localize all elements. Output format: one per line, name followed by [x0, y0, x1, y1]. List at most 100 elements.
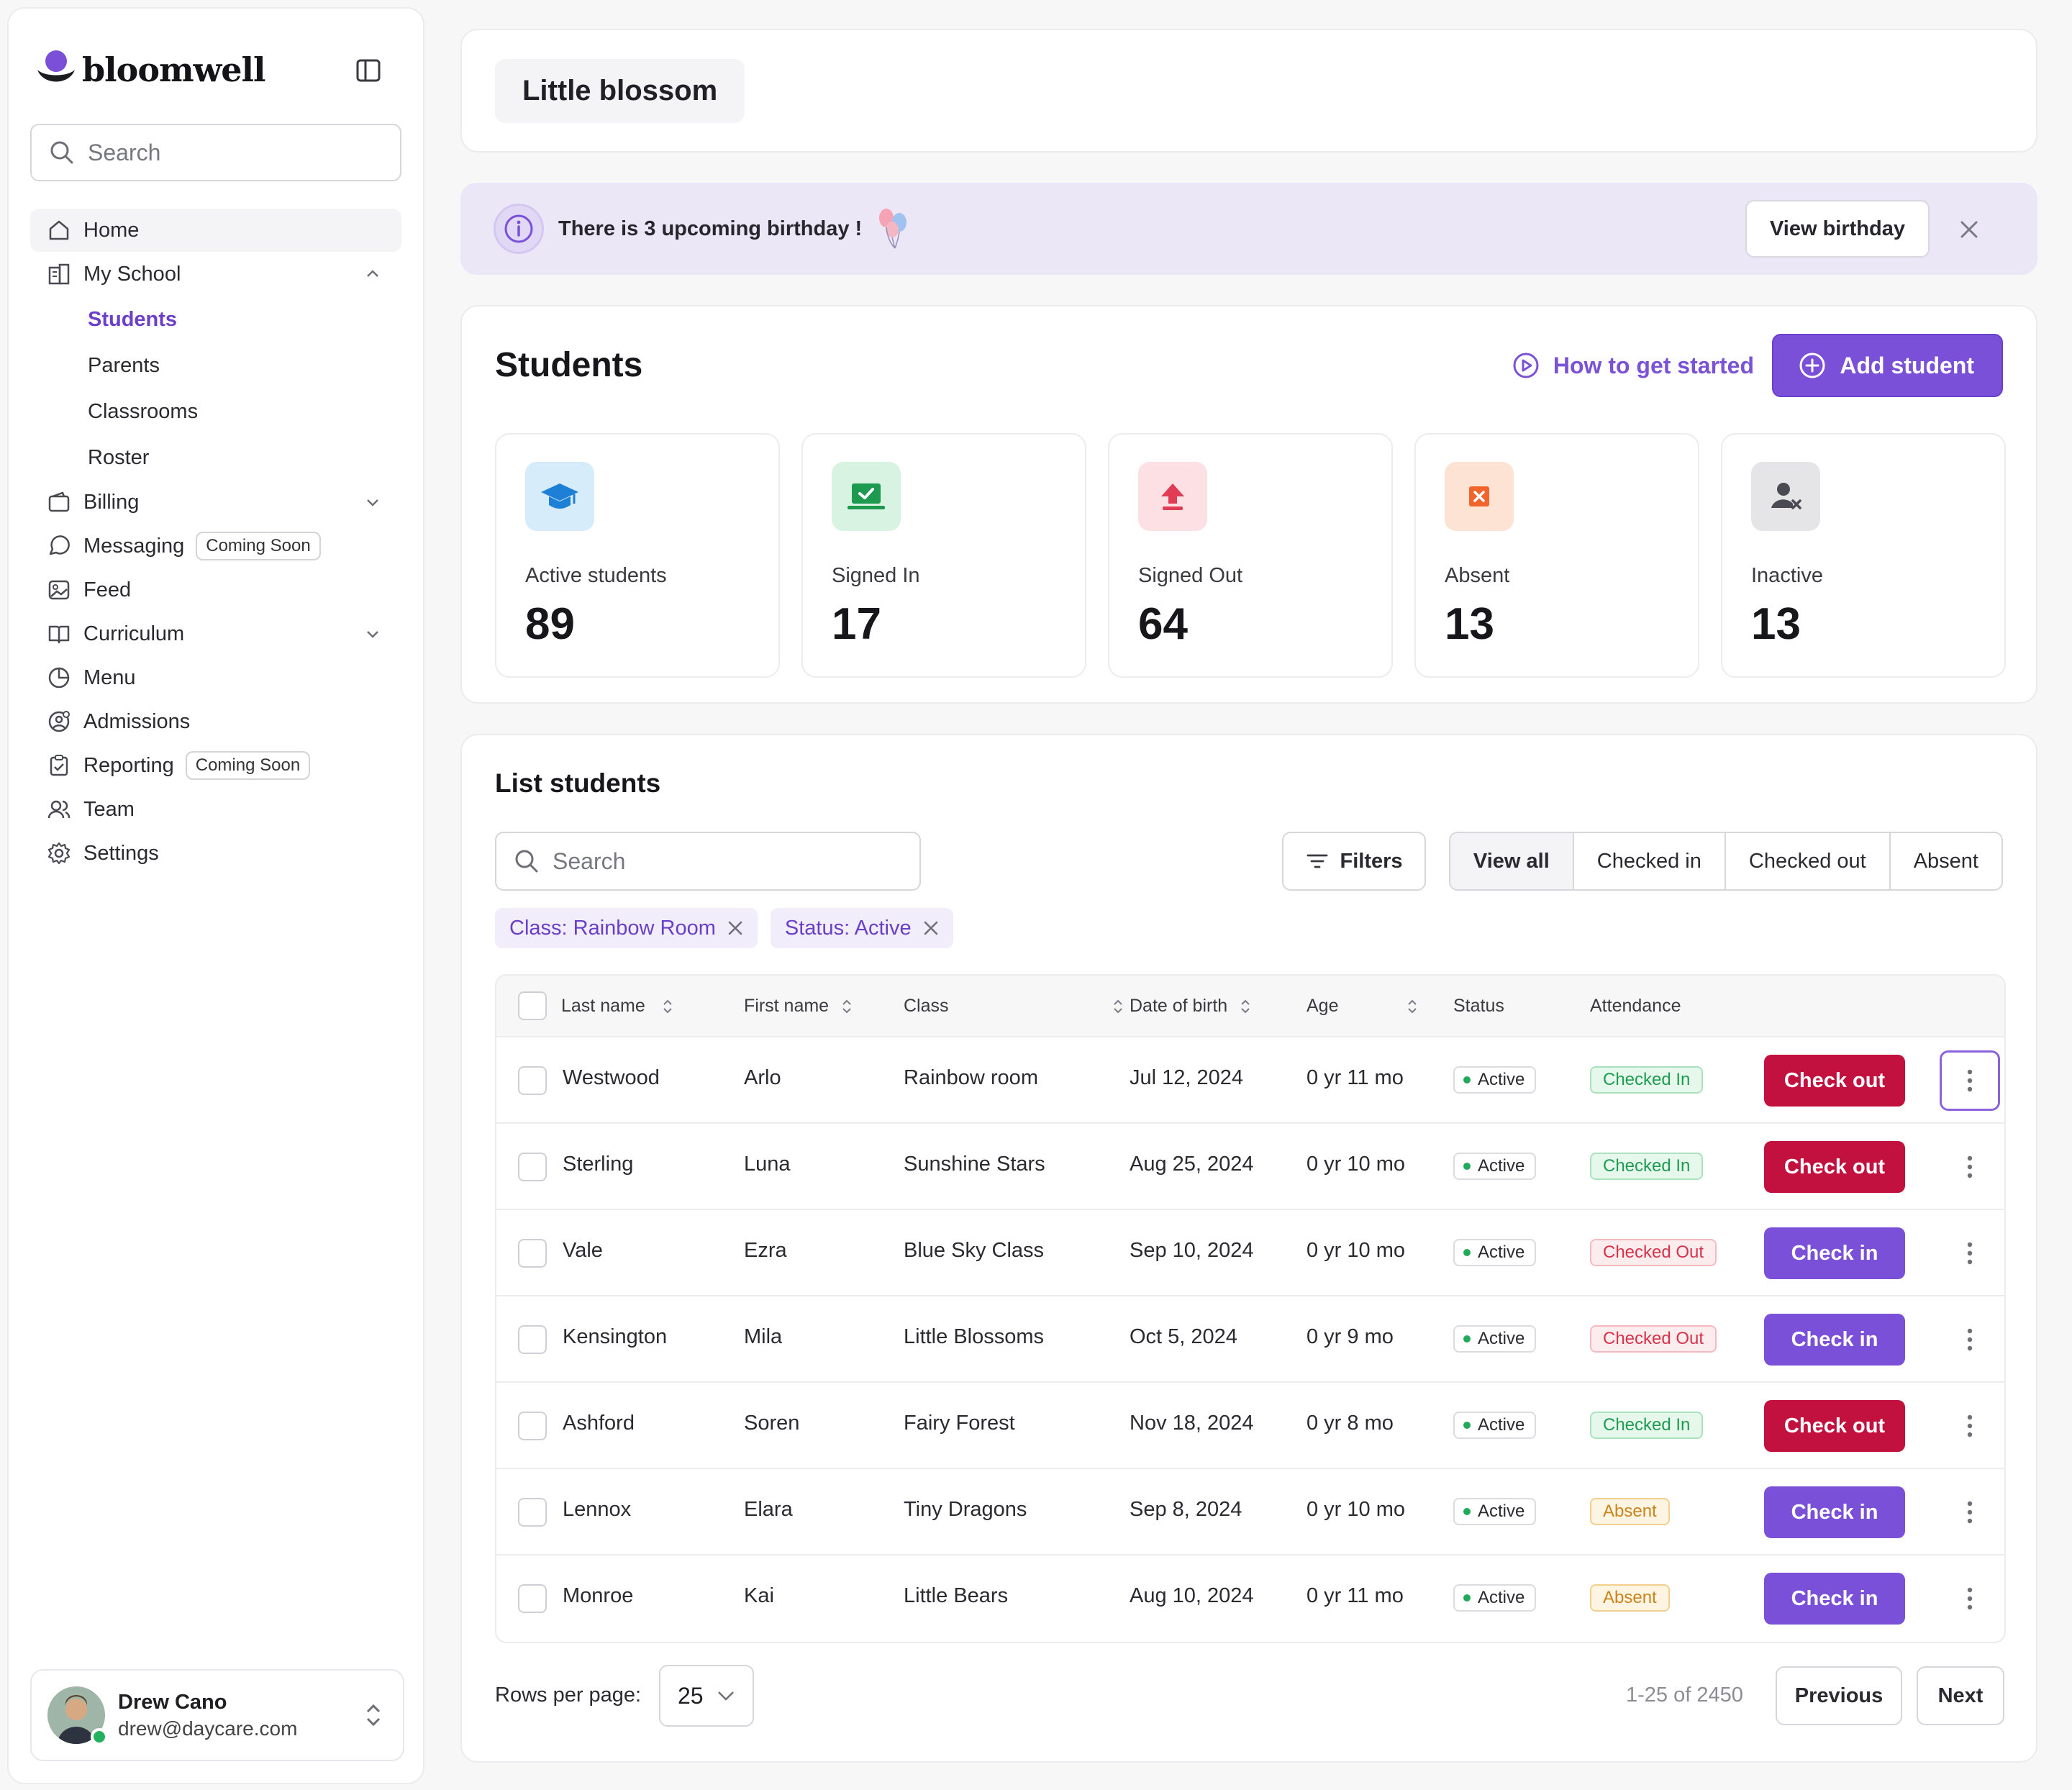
table-row: Vale Ezra Blue Sky Class Sep 10, 2024 0 yr 1…: [496, 1210, 2004, 1296]
sidebar-item-settings[interactable]: Settings: [30, 832, 401, 875]
sort-icon: [1241, 999, 1250, 1013]
filters-button[interactable]: Filters: [1282, 832, 1426, 891]
cell-first-name: Luna: [744, 1153, 791, 1176]
sidebar-item-menu[interactable]: Menu: [30, 656, 401, 699]
column-first-name[interactable]: First name: [744, 996, 853, 1017]
stat-inactive: Inactive 13: [1721, 433, 2006, 678]
sidebar-toggle-icon[interactable]: [354, 56, 383, 85]
row-actions-menu[interactable]: [1940, 1309, 2000, 1370]
sidebar-subitem-students[interactable]: Students: [88, 307, 178, 331]
active-dot: [1463, 1594, 1471, 1602]
page-count: 1-25 of 2450: [1626, 1684, 1743, 1707]
how-to-get-started-link[interactable]: How to get started: [1512, 351, 1754, 380]
table-row: Kensington Mila Little Blossoms Oct 5, 2024…: [496, 1296, 2004, 1383]
chevron-down-icon[interactable]: [364, 625, 381, 642]
rows-per-page-label: Rows per page:: [495, 1684, 642, 1707]
sort-icon: [1113, 999, 1122, 1013]
student-list-card: List students Search Filters View all Ch…: [460, 734, 2037, 1763]
next-page-button[interactable]: Next: [1917, 1666, 2004, 1725]
sidebar-subitem-classrooms[interactable]: Classrooms: [88, 399, 199, 423]
avatar: [47, 1686, 108, 1745]
check-out-button[interactable]: Check out: [1764, 1141, 1905, 1193]
sidebar-item-billing[interactable]: Billing: [30, 481, 401, 524]
cell-last-name: Kensington: [563, 1325, 668, 1348]
column-class[interactable]: Class: [904, 996, 1124, 1017]
tab-checked-out[interactable]: Checked out: [1725, 833, 1891, 889]
row-actions-menu[interactable]: [1940, 1568, 2000, 1629]
stat-value: 64: [1138, 599, 1188, 649]
column-date-of-birth[interactable]: Date of birth: [1130, 996, 1252, 1017]
tab-view-all[interactable]: View all: [1450, 833, 1574, 889]
sidebar-item-label: Settings: [83, 841, 159, 865]
check-out-button[interactable]: Check out: [1764, 1400, 1905, 1452]
row-checkbox[interactable]: [518, 1498, 547, 1527]
users-icon: [46, 796, 72, 822]
student-search-input[interactable]: Search: [495, 832, 921, 891]
cell-class: Blue Sky Class: [904, 1239, 1045, 1262]
sidebar-item-label: Team: [83, 797, 135, 821]
filters-label: Filters: [1340, 849, 1403, 873]
check-in-button[interactable]: Check in: [1764, 1486, 1905, 1538]
column-age[interactable]: Age: [1307, 996, 1419, 1017]
cell-first-name: Ezra: [744, 1239, 787, 1262]
rows-per-page-select[interactable]: 25: [659, 1665, 754, 1727]
row-actions-menu[interactable]: [1940, 1482, 2000, 1543]
sidebar-item-curriculum[interactable]: Curriculum: [30, 612, 401, 655]
check-in-button[interactable]: Check in: [1764, 1314, 1905, 1366]
previous-page-button[interactable]: Previous: [1776, 1666, 1902, 1725]
row-checkbox[interactable]: [518, 1584, 547, 1613]
user-account-card[interactable]: Drew Cano drew@daycare.com: [30, 1669, 404, 1761]
close-icon[interactable]: [727, 920, 743, 936]
row-actions-menu[interactable]: [1940, 1137, 2000, 1197]
sidebar-item-team[interactable]: Team: [30, 788, 401, 831]
close-icon[interactable]: [923, 920, 939, 936]
chevron-up-icon[interactable]: [364, 265, 381, 283]
row-checkbox[interactable]: [518, 1153, 547, 1181]
gear-icon: [46, 840, 72, 866]
add-student-button[interactable]: Add student: [1772, 334, 2003, 397]
view-birthday-button[interactable]: View birthday: [1745, 200, 1930, 258]
row-actions-menu[interactable]: [1940, 1396, 2000, 1456]
active-dot: [1463, 1249, 1471, 1256]
sidebar-subitem-parents[interactable]: Parents: [88, 353, 160, 377]
table-row: Ashford Soren Fairy Forest Nov 18, 2024 0 yr…: [496, 1383, 2004, 1469]
table-header: Last name First name Class Date of birth…: [496, 976, 2004, 1037]
row-actions-menu[interactable]: [1940, 1223, 2000, 1284]
chevron-down-icon[interactable]: [364, 494, 381, 511]
row-checkbox[interactable]: [518, 1239, 547, 1268]
tab-checked-in[interactable]: Checked in: [1573, 833, 1726, 889]
status-badge: Active: [1453, 1584, 1537, 1612]
students-title: Students: [495, 346, 643, 384]
select-all-checkbox[interactable]: [518, 991, 547, 1020]
brand-logo[interactable]: bloomwell: [30, 37, 401, 102]
sidebar-item-messaging[interactable]: Messaging Coming Soon: [30, 524, 401, 568]
filter-chip-status: Status: Active: [770, 908, 953, 948]
sidebar-search-input[interactable]: Search: [30, 124, 401, 181]
sidebar-subitem-roster[interactable]: Roster: [88, 445, 150, 469]
check-in-button[interactable]: Check in: [1764, 1227, 1905, 1279]
stat-value: 13: [1445, 599, 1494, 649]
check-out-button[interactable]: Check out: [1764, 1055, 1905, 1107]
sidebar-item-reporting[interactable]: Reporting Coming Soon: [30, 744, 401, 787]
row-checkbox[interactable]: [518, 1412, 547, 1440]
status-label: Active: [1478, 1242, 1525, 1262]
close-icon[interactable]: [1960, 220, 1978, 239]
check-in-button[interactable]: Check in: [1764, 1573, 1905, 1625]
row-actions-menu[interactable]: [1940, 1050, 2000, 1111]
tab-absent[interactable]: Absent: [1890, 833, 2001, 889]
chevron-selector-icon[interactable]: [363, 1699, 384, 1731]
row-checkbox[interactable]: [518, 1066, 547, 1095]
column-last-name[interactable]: Last name: [561, 996, 674, 1017]
sidebar-item-feed[interactable]: Feed: [30, 568, 401, 612]
cell-first-name: Arlo: [744, 1066, 781, 1089]
sidebar-item-home[interactable]: Home: [30, 209, 401, 252]
status-label: Active: [1478, 1588, 1525, 1607]
pie-icon: [46, 665, 72, 691]
cell-last-name: Ashford: [563, 1412, 635, 1435]
column-label: Date of birth: [1130, 996, 1228, 1016]
cell-age: 0 yr 10 mo: [1307, 1498, 1405, 1521]
active-dot: [1463, 1508, 1471, 1515]
row-checkbox[interactable]: [518, 1325, 547, 1354]
sidebar-item-my-school[interactable]: My School: [30, 253, 401, 296]
sidebar-item-admissions[interactable]: Admissions: [30, 700, 401, 743]
